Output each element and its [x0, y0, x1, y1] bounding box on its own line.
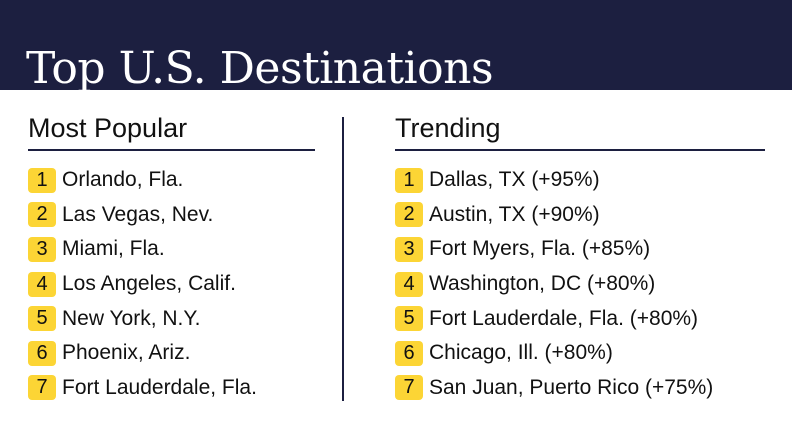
trending-column: Trending 1 Dallas, TX (+95%) 2 Austin, TX (… [395, 110, 765, 405]
rank-badge: 4 [28, 271, 56, 297]
list-item: 3 Miami, Fla. [28, 232, 315, 267]
most-popular-heading: Most Popular [28, 110, 315, 151]
destination-name: Fort Lauderdale, Fla. [62, 375, 257, 399]
destination-name: Miami, Fla. [62, 237, 165, 261]
trending-list: 1 Dallas, TX (+95%) 2 Austin, TX (+90%) 3 For… [395, 163, 765, 405]
list-item: 5 New York, N.Y. [28, 301, 315, 336]
destination-name: Fort Myers, Fla. (+85%) [429, 237, 651, 261]
rank-badge: 4 [395, 271, 423, 297]
column-divider [342, 117, 344, 401]
destination-name: Dallas, TX (+95%) [429, 168, 600, 192]
rank-badge: 6 [395, 340, 423, 366]
most-popular-list: 1 Orlando, Fla. 2 Las Vegas, Nev. 3 Miami, Fl… [28, 163, 315, 405]
destination-name: New York, N.Y. [62, 306, 201, 330]
list-item: 3 Fort Myers, Fla. (+85%) [395, 232, 765, 267]
destination-name: Las Vegas, Nev. [62, 202, 214, 226]
destination-name: Los Angeles, Calif. [62, 272, 236, 296]
destination-name: Orlando, Fla. [62, 168, 184, 192]
list-item: 7 Fort Lauderdale, Fla. [28, 371, 315, 406]
list-item: 1 Orlando, Fla. [28, 163, 315, 198]
list-item: 4 Washington, DC (+80%) [395, 267, 765, 302]
page-title: Top U.S. Destinations [26, 43, 494, 95]
rank-badge: 5 [28, 306, 56, 332]
rank-badge: 3 [28, 236, 56, 262]
rank-badge: 2 [395, 202, 423, 228]
destination-name: Washington, DC (+80%) [429, 272, 656, 296]
list-item: 5 Fort Lauderdale, Fla. (+80%) [395, 301, 765, 336]
rank-badge: 7 [28, 375, 56, 401]
list-item: 6 Phoenix, Ariz. [28, 336, 315, 371]
rank-badge: 6 [28, 340, 56, 366]
list-item: 4 Los Angeles, Calif. [28, 267, 315, 302]
rank-badge: 5 [395, 306, 423, 332]
rank-badge: 3 [395, 236, 423, 262]
list-item: 7 San Juan, Puerto Rico (+75%) [395, 371, 765, 406]
header-banner: Top U.S. Destinations [0, 0, 792, 94]
trending-heading: Trending [395, 110, 765, 151]
destination-name: Phoenix, Ariz. [62, 341, 191, 365]
list-item: 2 Las Vegas, Nev. [28, 198, 315, 233]
list-item: 1 Dallas, TX (+95%) [395, 163, 765, 198]
destination-name: Chicago, Ill. (+80%) [429, 341, 613, 365]
list-item: 2 Austin, TX (+90%) [395, 198, 765, 233]
rank-badge: 1 [395, 167, 423, 193]
rank-badge: 7 [395, 375, 423, 401]
list-item: 6 Chicago, Ill. (+80%) [395, 336, 765, 371]
most-popular-column: Most Popular 1 Orlando, Fla. 2 Las Vegas, N… [28, 110, 315, 405]
rank-badge: 2 [28, 202, 56, 228]
destination-name: Austin, TX (+90%) [429, 202, 600, 226]
destination-name: Fort Lauderdale, Fla. (+80%) [429, 306, 699, 330]
rank-badge: 1 [28, 167, 56, 193]
destination-name: San Juan, Puerto Rico (+75%) [429, 375, 714, 399]
